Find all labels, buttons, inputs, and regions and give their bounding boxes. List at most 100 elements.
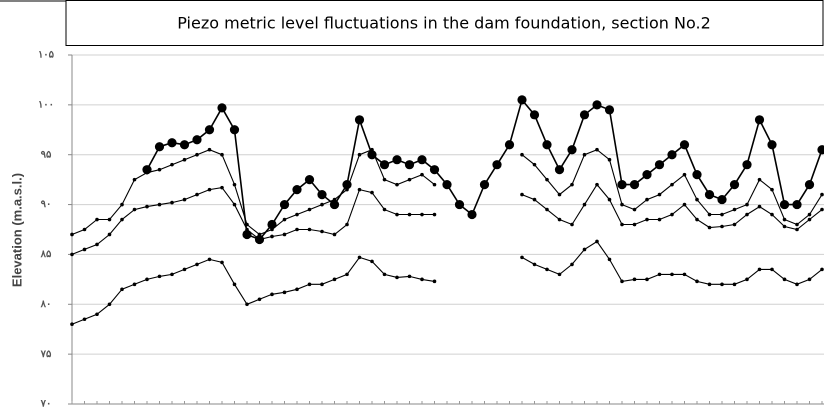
point bbox=[192, 135, 202, 145]
point bbox=[229, 125, 240, 135]
point bbox=[707, 225, 712, 230]
point bbox=[770, 187, 774, 192]
point bbox=[120, 217, 124, 222]
point bbox=[420, 212, 424, 217]
point bbox=[270, 227, 274, 232]
point bbox=[707, 282, 712, 287]
point bbox=[704, 190, 715, 200]
point bbox=[529, 110, 540, 120]
point bbox=[745, 212, 749, 217]
point bbox=[217, 103, 227, 113]
point bbox=[545, 207, 549, 212]
point bbox=[195, 192, 199, 197]
point bbox=[357, 152, 362, 157]
point bbox=[820, 207, 824, 212]
point bbox=[545, 267, 549, 272]
point bbox=[792, 199, 802, 210]
point bbox=[182, 157, 187, 162]
point bbox=[332, 277, 337, 282]
point bbox=[757, 177, 762, 182]
point bbox=[632, 277, 637, 282]
point bbox=[807, 217, 812, 222]
point bbox=[367, 150, 377, 160]
point bbox=[607, 257, 612, 262]
point bbox=[95, 217, 99, 222]
point bbox=[332, 197, 337, 202]
point bbox=[620, 202, 624, 207]
point bbox=[670, 272, 674, 277]
point bbox=[357, 255, 362, 260]
point bbox=[357, 187, 362, 192]
point bbox=[395, 212, 399, 217]
point bbox=[717, 194, 727, 205]
point bbox=[132, 177, 137, 182]
point bbox=[95, 242, 99, 247]
point bbox=[167, 138, 177, 148]
point bbox=[420, 277, 424, 282]
point bbox=[542, 140, 552, 150]
point bbox=[295, 227, 299, 232]
point bbox=[532, 262, 537, 267]
point bbox=[557, 272, 562, 277]
point bbox=[820, 192, 824, 197]
point bbox=[692, 170, 702, 180]
point bbox=[645, 217, 649, 222]
point bbox=[292, 185, 302, 195]
point bbox=[695, 217, 699, 222]
point bbox=[779, 199, 790, 210]
point bbox=[720, 282, 724, 287]
point bbox=[204, 125, 215, 135]
point bbox=[182, 197, 187, 202]
point bbox=[670, 212, 674, 217]
point bbox=[592, 100, 602, 110]
point bbox=[782, 224, 787, 229]
y-tick-label: ۸۰ bbox=[40, 299, 52, 310]
point bbox=[442, 180, 452, 190]
point bbox=[754, 115, 765, 125]
point bbox=[657, 272, 662, 277]
point bbox=[157, 202, 162, 207]
point bbox=[179, 140, 190, 150]
point bbox=[454, 199, 465, 210]
point bbox=[242, 229, 252, 240]
point bbox=[632, 222, 637, 227]
point bbox=[770, 212, 774, 217]
point bbox=[304, 175, 315, 185]
point bbox=[770, 267, 774, 272]
point bbox=[557, 192, 562, 197]
point bbox=[467, 209, 477, 220]
point bbox=[232, 282, 237, 287]
point bbox=[195, 262, 199, 267]
point bbox=[657, 217, 662, 222]
point bbox=[595, 182, 599, 187]
point bbox=[395, 275, 399, 280]
point bbox=[329, 199, 340, 210]
point bbox=[82, 247, 87, 252]
point bbox=[154, 142, 165, 152]
point bbox=[392, 155, 402, 165]
point bbox=[782, 277, 787, 282]
point bbox=[157, 274, 162, 279]
point bbox=[257, 297, 262, 302]
point bbox=[807, 212, 812, 217]
point bbox=[795, 227, 799, 232]
point bbox=[695, 279, 699, 284]
y-tick-label: ۱۰۰ bbox=[38, 99, 54, 110]
point bbox=[607, 157, 612, 162]
point bbox=[170, 272, 174, 277]
point bbox=[817, 145, 824, 155]
point bbox=[332, 232, 337, 237]
point bbox=[670, 182, 674, 187]
point bbox=[820, 267, 824, 272]
point bbox=[582, 202, 587, 207]
point bbox=[432, 182, 437, 187]
point bbox=[429, 165, 440, 175]
point bbox=[232, 202, 237, 207]
point bbox=[407, 274, 412, 279]
y-tick-label: ۷۵ bbox=[40, 349, 52, 360]
point bbox=[557, 217, 562, 222]
point bbox=[782, 217, 787, 222]
point bbox=[232, 182, 237, 187]
point bbox=[595, 239, 599, 244]
